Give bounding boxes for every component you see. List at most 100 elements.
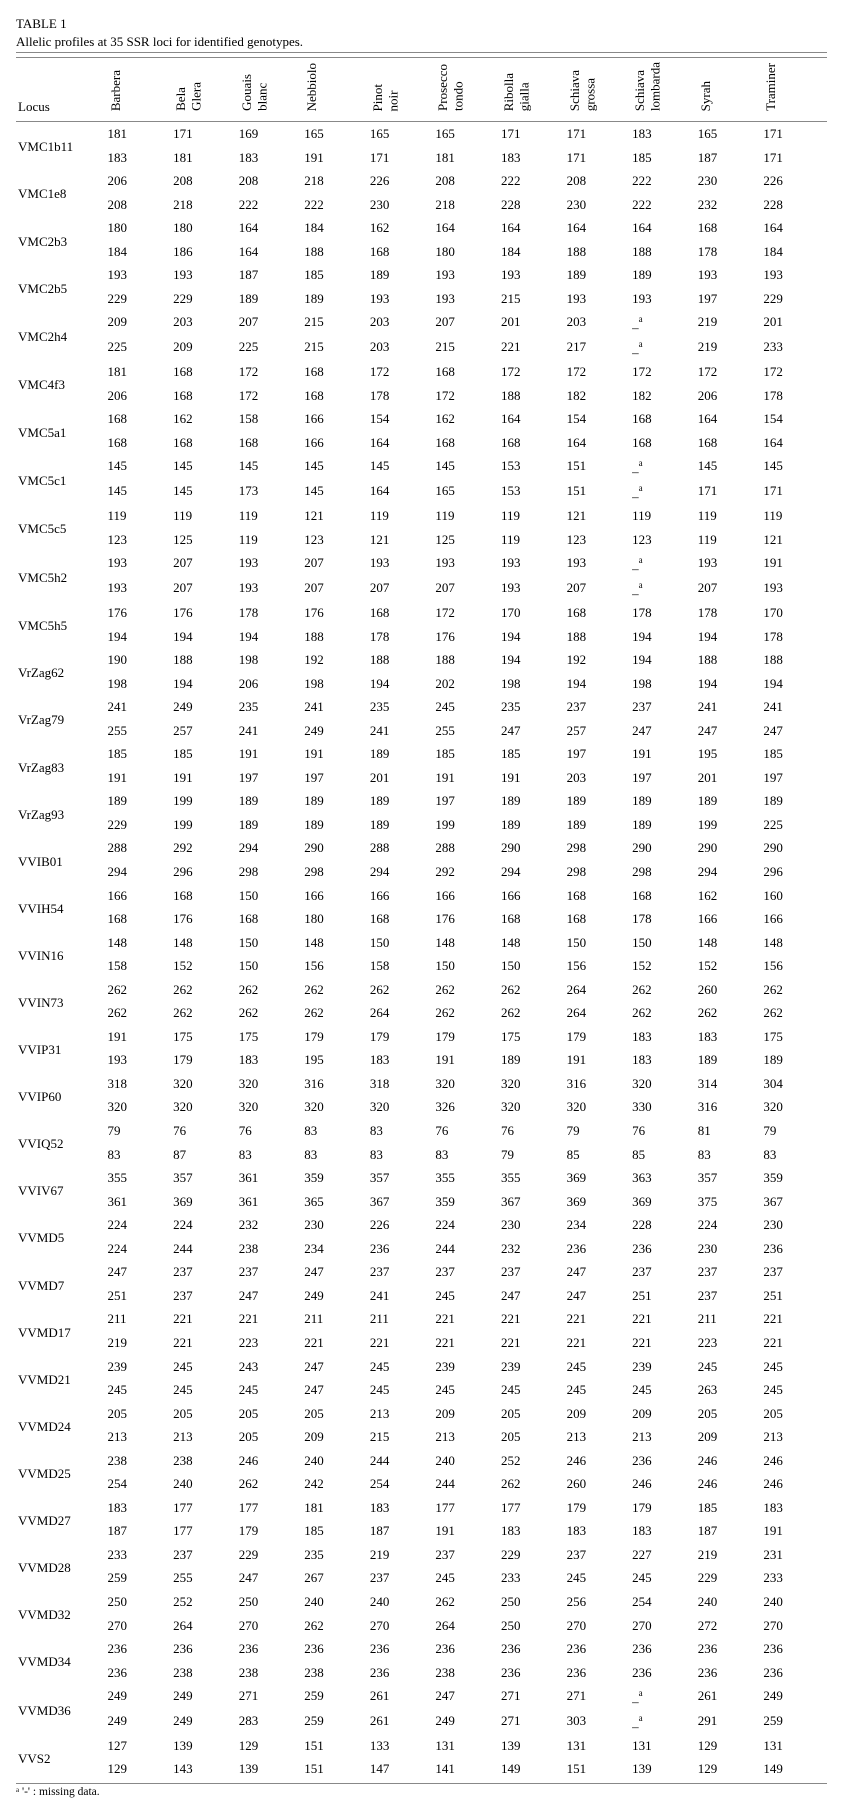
allele-cell: 189 [499,1048,565,1072]
allele-cell: 262 [171,1001,237,1025]
allele-cell: 198 [302,672,368,696]
allele-cell: 154 [368,407,434,431]
allele-cell: 177 [171,1496,237,1520]
allele-cell: 244 [171,1237,237,1261]
allele-cell: 272 [696,1614,762,1638]
allele-cell: 201 [499,310,565,335]
allele-cell: 238 [106,1449,172,1473]
allele-cell: 139 [630,1757,696,1781]
allele-cell: 263 [696,1378,762,1402]
allele-cell: 166 [761,907,827,931]
allele-cell: 298 [237,860,303,884]
allele-cell: 183 [630,1048,696,1072]
locus-cell: VVIH54 [16,884,106,931]
allele-cell: 245 [761,1355,827,1379]
allele-cell: 254 [368,1472,434,1496]
allele-cell: 238 [237,1237,303,1261]
locus-cell: VVIN73 [16,978,106,1025]
allele-cell: 168 [630,431,696,455]
allele-cell: 194 [565,672,631,696]
locus-cell: VVMD28 [16,1543,106,1590]
allele-cell: 294 [106,860,172,884]
allele-cell: 247 [499,1284,565,1308]
allele-cell: 249 [106,1684,172,1709]
allele-cell: 175 [171,1025,237,1049]
allele-cell: 150 [630,931,696,955]
allele-cell: 87 [171,1143,237,1167]
allele-cell: 209 [696,1425,762,1449]
allele-cell: 189 [499,789,565,813]
allele-cell: 206 [696,384,762,408]
locus-cell: VMC5c5 [16,504,106,551]
allele-cell: 181 [106,360,172,384]
table-row: VrZag79241249235241235245235237237241241 [16,695,827,719]
allele-cell: 290 [696,836,762,860]
table-row: VVMD32250252250240240262250256254240240 [16,1590,827,1614]
allele-cell: 162 [696,884,762,908]
allele-cell: 206 [106,384,172,408]
allele-cell: 191 [433,1519,499,1543]
allele-cell: 255 [171,1566,237,1590]
allele-cell: 83 [368,1119,434,1143]
allele-cell: 119 [368,504,434,528]
allele-cell: 290 [499,836,565,860]
table-row: VVMD36249249271259261247271271_a261249 [16,1684,827,1709]
allele-cell: 205 [237,1425,303,1449]
allele-cell: 262 [237,1472,303,1496]
allele-cell: 230 [565,193,631,217]
allele-cell: 150 [237,931,303,955]
table-row: VVMD5224224232230226224230234228224230 [16,1213,827,1237]
allele-cell: 191 [302,146,368,170]
locus-cell: VMC2h4 [16,310,106,360]
table-row: VVIN73262262262262262262262264262260262 [16,978,827,1002]
allele-cell: 185 [696,1496,762,1520]
allele-cell: 176 [171,907,237,931]
allele-cell: 237 [171,1260,237,1284]
allele-cell: 183 [630,122,696,146]
allele-cell: 207 [368,576,434,601]
allele-cell: 150 [368,931,434,955]
allele-cell: 191 [499,766,565,790]
allele-cell: 191 [761,551,827,576]
allele-cell: 298 [565,836,631,860]
allele-cell: 177 [433,1496,499,1520]
allele-cell: 206 [106,169,172,193]
allele-cell: 228 [630,1213,696,1237]
allele-cell: 79 [106,1119,172,1143]
allele-cell: 198 [499,672,565,696]
allele-cell: 119 [499,528,565,552]
allele-cell: 191 [237,742,303,766]
genotype-header: Barbera [106,58,172,122]
allele-cell: 145 [106,479,172,504]
allele-cell: 185 [761,742,827,766]
allele-cell: 191 [171,766,237,790]
allele-cell: 247 [696,719,762,743]
allele-cell: 247 [302,1355,368,1379]
allele-cell: 262 [237,1001,303,1025]
allele-cell: 189 [368,263,434,287]
allele-cell: 252 [171,1590,237,1614]
allele-cell: 193 [237,551,303,576]
allele-cell: 76 [433,1119,499,1143]
allele-cell: 225 [106,335,172,360]
allele-cell: 240 [368,1590,434,1614]
allele-cell: 249 [433,1709,499,1734]
allele-cell: 164 [565,431,631,455]
table-row: VrZag93189199189189189197189189189189189 [16,789,827,813]
allele-cell: 262 [499,1001,565,1025]
allele-cell: 189 [761,789,827,813]
allele-cell: 237 [171,1284,237,1308]
allele-cell: 83 [302,1119,368,1143]
allele-cell: 79 [565,1119,631,1143]
allele-cell: 227 [630,1543,696,1567]
locus-cell: VMC1e8 [16,169,106,216]
allele-cell: 239 [499,1355,565,1379]
allele-cell: 221 [171,1307,237,1331]
allele-cell: 193 [106,1048,172,1072]
table-row: VMC5h5176176178176168172170168178178170 [16,601,827,625]
allele-cell: 245 [106,1378,172,1402]
allele-cell: 166 [499,884,565,908]
allele-cell: 185 [106,742,172,766]
table-row: 270264270262270264250270270272270 [16,1614,827,1638]
allele-cell: 171 [761,146,827,170]
